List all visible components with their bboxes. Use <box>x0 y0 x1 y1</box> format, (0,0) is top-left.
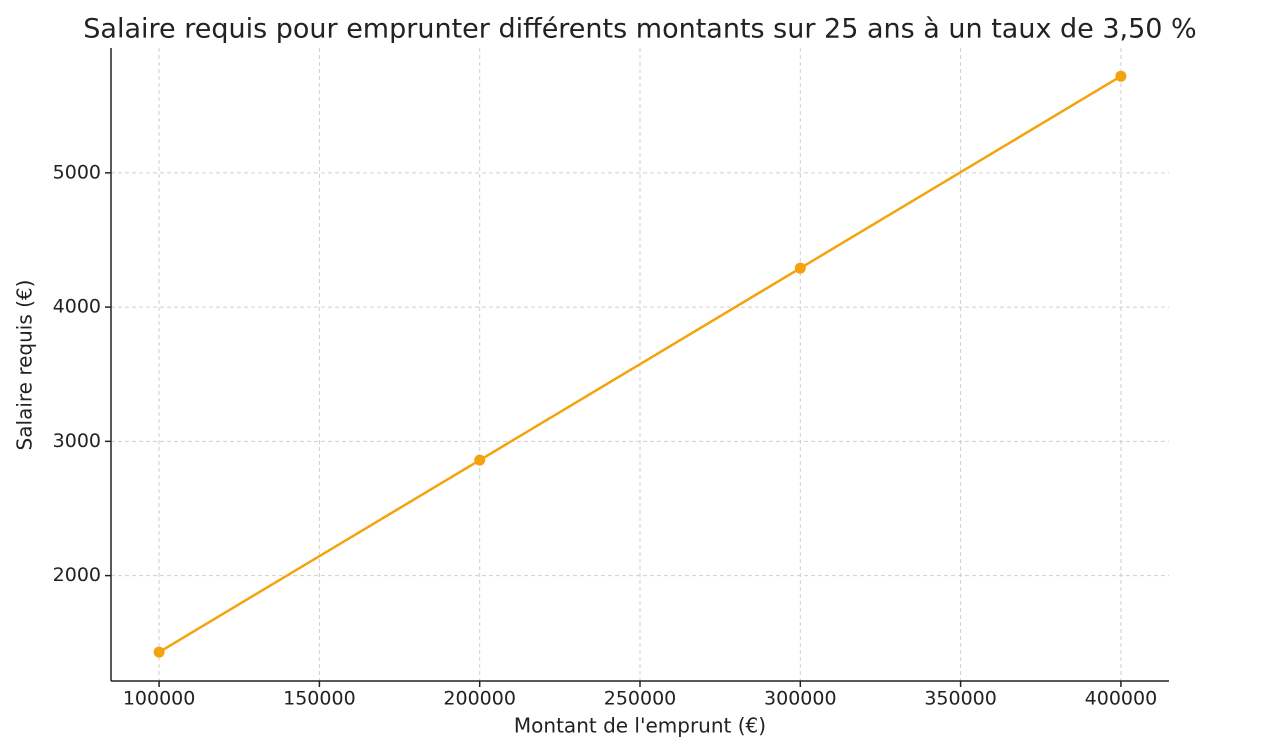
x-tick-label: 300000 <box>764 688 837 710</box>
x-tick-label: 100000 <box>123 688 196 710</box>
y-tick-label: 5000 <box>53 161 101 183</box>
y-tick-label: 2000 <box>53 564 101 586</box>
x-tick-label: 350000 <box>924 688 997 710</box>
x-tick-label: 400000 <box>1085 688 1158 710</box>
data-point <box>153 646 165 658</box>
data-point <box>794 262 806 274</box>
chart-title: Salaire requis pour emprunter différents… <box>83 14 1196 45</box>
x-axis-label: Montant de l'emprunt (€) <box>514 714 766 738</box>
x-tick-label: 250000 <box>604 688 677 710</box>
data-point <box>474 454 486 466</box>
y-axis-label: Salaire requis (€) <box>13 280 37 451</box>
x-tick-label: 150000 <box>283 688 356 710</box>
x-tick-label: 200000 <box>443 688 516 710</box>
data-point <box>1115 70 1127 82</box>
y-tick-label: 3000 <box>53 430 101 452</box>
y-tick-label: 4000 <box>53 296 101 318</box>
data-line <box>158 75 1122 654</box>
